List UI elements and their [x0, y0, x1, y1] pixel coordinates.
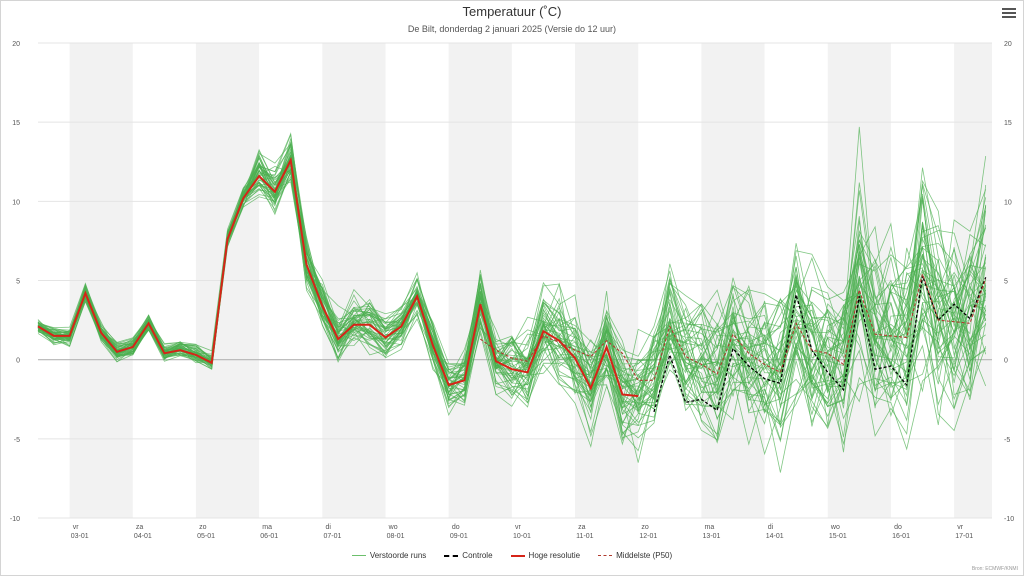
y-tick-label-right: 10: [1004, 199, 1012, 206]
y-tick-label-left: 0: [16, 358, 20, 365]
y-tick-label-right: -5: [1004, 437, 1010, 444]
y-tick-label-right: 0: [1004, 358, 1008, 365]
ensemble-run-line: [37, 143, 987, 402]
y-tick-label-right: -10: [1004, 516, 1014, 523]
y-tick-label-right: 5: [1004, 279, 1008, 286]
ensemble-run-line: [37, 156, 987, 406]
x-tick-day: di: [325, 524, 331, 531]
x-tick-date: 08-01: [387, 533, 405, 540]
y-tick-label-left: -10: [10, 516, 20, 523]
x-tick-day: di: [768, 524, 774, 531]
x-tick-date: 03-01: [71, 533, 89, 540]
chart-legend: Verstoorde runs Controle Hoge resolutie …: [0, 551, 1024, 560]
y-tick-label-left: -5: [14, 437, 20, 444]
x-tick-date: 17-01: [955, 533, 973, 540]
ensemble-run-line: [37, 158, 987, 408]
x-tick-day: do: [452, 524, 460, 531]
x-tick-day: zo: [641, 524, 649, 531]
x-tick-day: zo: [199, 524, 207, 531]
y-tick-label-right: 20: [1004, 41, 1012, 48]
x-tick-day: vr: [73, 524, 80, 531]
legend-item-control[interactable]: Controle: [444, 551, 493, 560]
x-tick-date: 09-01: [450, 533, 468, 540]
y-tick-label-right: 15: [1004, 120, 1012, 127]
x-tick-day: za: [136, 524, 144, 531]
credits: Bron: ECMWF/KNMI: [971, 566, 1018, 572]
x-tick-date: 12-01: [639, 533, 657, 540]
x-tick-day: ma: [705, 524, 715, 531]
x-tick-day: wo: [830, 524, 840, 531]
legend-swatch-median: [598, 555, 613, 556]
x-tick-date: 16-01: [892, 533, 910, 540]
legend-label-control: Controle: [462, 551, 493, 560]
legend-swatch-hires: [510, 554, 525, 557]
y-tick-label-left: 5: [16, 279, 20, 286]
x-tick-date: 11-01: [576, 533, 593, 540]
x-tick-day: za: [578, 524, 586, 531]
chart-title: Temperatuur (˚C): [462, 4, 562, 19]
legend-label-hires: Hoge resolutie: [528, 551, 581, 560]
y-tick-label-left: 15: [12, 120, 20, 127]
x-tick-day: ma: [262, 524, 272, 531]
x-tick-day: do: [894, 524, 902, 531]
chart-menu-icon[interactable]: [1002, 6, 1016, 20]
legend-swatch-control: [444, 554, 459, 557]
y-tick-label-left: 20: [12, 41, 20, 48]
x-tick-day: vr: [957, 524, 964, 531]
legend-label-runs: Verstoorde runs: [369, 551, 427, 560]
x-tick-day: wo: [388, 524, 398, 531]
legend-label-median: Middelste (P50): [616, 551, 673, 560]
series-line-middelste-p50-: [479, 272, 987, 381]
x-tick-date: 13-01: [703, 533, 721, 540]
legend-item-runs[interactable]: Verstoorde runs: [351, 551, 427, 560]
ensemble-run-line: [37, 167, 987, 416]
x-tick-date: 10-01: [513, 533, 531, 540]
legend-item-median[interactable]: Middelste (P50): [598, 551, 672, 560]
ensemble-run-line: [37, 156, 987, 463]
x-tick-date: 07-01: [323, 533, 341, 540]
legend-item-hires[interactable]: Hoge resolutie: [510, 551, 581, 560]
y-tick-label-left: 10: [12, 199, 20, 206]
x-tick-date: 14-01: [766, 533, 784, 540]
x-tick-date: 05-01: [197, 533, 215, 540]
x-tick-date: 15-01: [829, 533, 847, 540]
ensemble-run-line: [37, 143, 986, 456]
x-tick-date: 04-01: [134, 533, 152, 540]
x-tick-day: vr: [515, 524, 522, 531]
chart-subtitle: De Bilt, donderdag 2 januari 2025 (Versi…: [407, 24, 617, 34]
legend-swatch-runs: [351, 555, 366, 556]
series-line-controle: [653, 275, 987, 413]
x-tick-date: 06-01: [260, 533, 278, 540]
ensemble-run-line: [37, 169, 987, 437]
